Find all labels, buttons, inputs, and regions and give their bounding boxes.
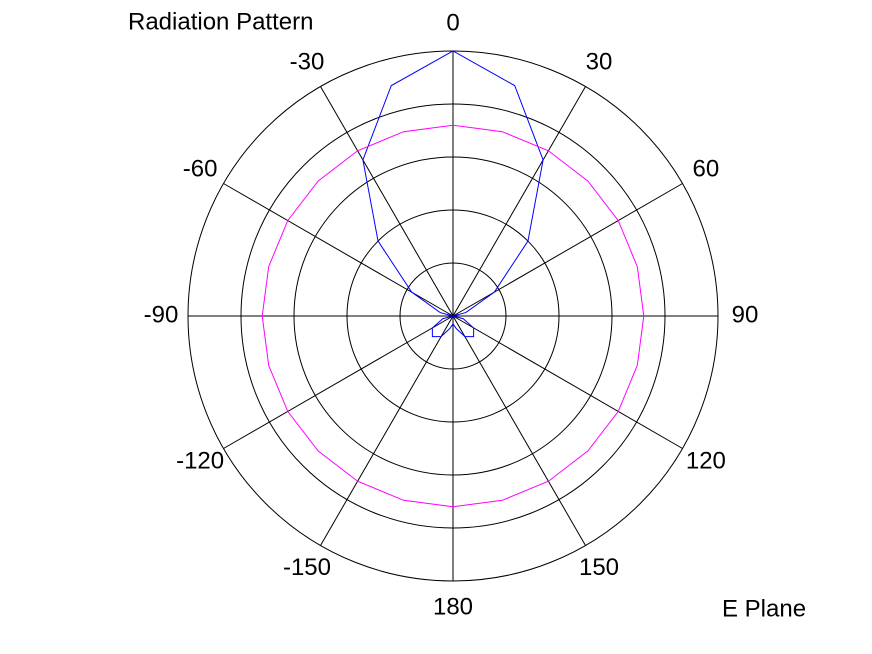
spoke (452, 183, 683, 317)
theta-tick-label: 0 (446, 9, 459, 36)
theta-tick-label: 30 (586, 48, 613, 75)
spoke (320, 315, 454, 546)
theta-tick-label: 60 (693, 155, 720, 182)
spoke (452, 315, 586, 546)
theta-tick-label: -30 (290, 48, 325, 75)
spoke (223, 315, 454, 449)
theta-tick-label: 150 (579, 554, 619, 581)
spoke (223, 183, 454, 317)
theta-tick-label: -150 (283, 554, 331, 581)
theta-tick-label: -90 (144, 301, 179, 328)
annotation: E Plane (722, 595, 806, 622)
theta-tick-label: 180 (433, 593, 473, 620)
chart-title: Radiation Pattern (128, 8, 313, 35)
spoke (452, 86, 586, 317)
theta-tick-label: -120 (176, 447, 224, 474)
theta-tick-label: 120 (686, 447, 726, 474)
series-line (261, 124, 645, 508)
spoke (452, 315, 683, 449)
theta-tick-label: -60 (183, 155, 218, 182)
spoke (320, 86, 454, 317)
series-line (362, 50, 544, 338)
theta-tick-label: 90 (732, 301, 759, 328)
